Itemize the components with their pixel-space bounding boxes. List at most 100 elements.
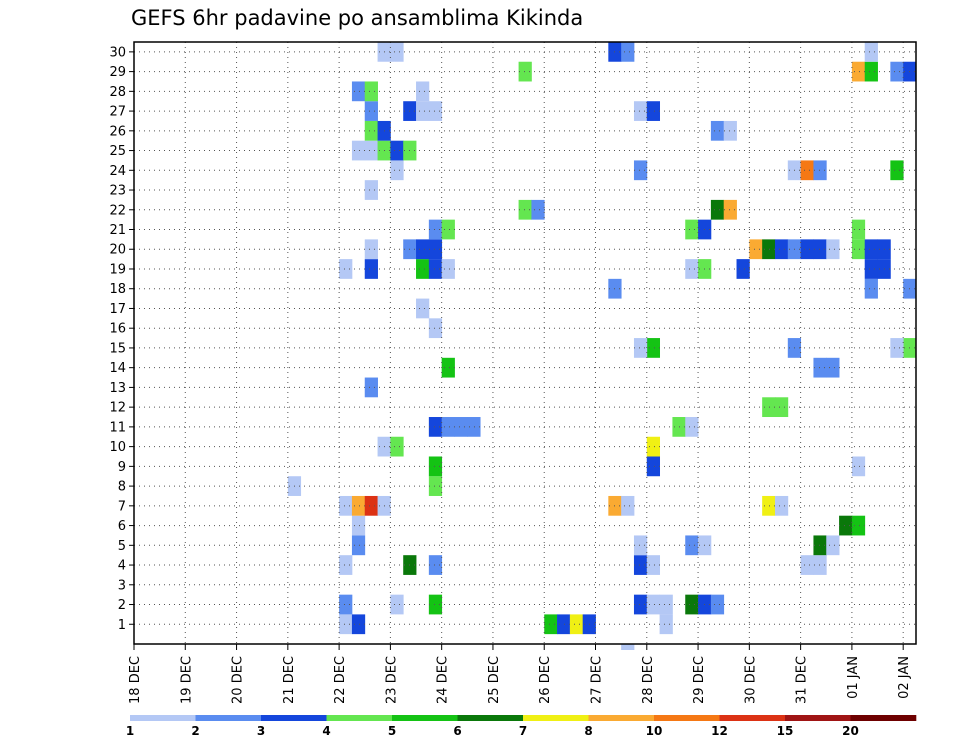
heat-cell [416,298,430,319]
colorbar-label: 6 [453,724,461,738]
heat-cell [364,140,378,161]
heat-cell [826,357,840,378]
heat-cell [646,338,661,358]
heat-cell [864,61,878,82]
colorbar-swatch [261,715,327,721]
colorbar-swatch [588,715,655,721]
heat-cell [646,101,661,121]
y-tick-label: 13 [109,381,126,396]
heat-cell [710,199,725,220]
y-tick-label: 16 [109,322,126,337]
y-tick-label: 19 [109,262,126,277]
heat-cell [826,535,840,556]
y-tick-label: 11 [109,420,126,435]
x-tick-label: 30 DEC [743,656,758,704]
heat-cell [774,239,789,260]
heat-cell [813,555,827,575]
colorbar-label: 7 [519,724,527,738]
y-tick-label: 25 [109,144,126,159]
heat-cell [710,594,725,615]
heat-cell [428,318,443,339]
heat-cell [428,219,443,240]
x-tick-label: 20 DEC [231,656,246,704]
colorbar-swatch [719,715,786,721]
y-tick-label: 6 [118,519,126,534]
heat-cell [339,614,353,635]
y-tick-label: 27 [109,105,126,120]
heat-cell [416,101,430,121]
colorbar-label: 3 [257,724,265,738]
heat-cell [364,239,378,260]
heat-cell [685,259,699,279]
heat-cell [428,239,443,260]
heat-cell [557,614,571,635]
x-tick-label: 27 DEC [590,656,605,704]
heat-cell [351,515,366,536]
heat-cell [390,160,404,181]
heat-cell [710,120,725,141]
heat-cell [851,515,866,536]
colorbar-label: 12 [711,724,728,738]
heat-cell [633,101,648,121]
heat-cell [864,278,878,299]
heat-cell [621,42,635,62]
colorbar-label: 4 [322,724,330,738]
heat-cell [646,594,661,615]
heat-cell [813,357,827,378]
y-tick-label: 8 [118,480,126,495]
colorbar-swatch [850,715,917,721]
heat-cell [864,239,878,260]
plot-frame [133,41,917,645]
heat-cell [621,644,635,650]
heat-cell [723,120,737,141]
heat-cell [659,614,673,635]
heat-cell [800,160,814,181]
colorbar-label: 10 [646,724,663,738]
colorbar-swatch [654,715,720,721]
heat-cell [851,456,866,477]
y-tick-label: 21 [109,223,126,238]
heat-cell [428,555,443,575]
y-tick-label: 26 [109,124,126,139]
grid-layer [134,42,916,644]
heat-cell [364,180,378,200]
heat-cell [428,259,443,279]
heat-cell [762,495,776,516]
heat-cell [339,555,353,575]
heat-cell [646,436,661,457]
heat-cell [390,140,404,161]
y-tick-label: 10 [109,440,126,455]
heat-cell [339,594,353,615]
y-tick-label: 1 [118,618,126,633]
y-tick-label: 18 [109,282,126,297]
y-tick-label: 24 [109,164,126,179]
heat-cell [416,259,430,279]
heat-cell [633,338,648,358]
heat-cell [685,535,699,556]
y-tick-label: 5 [118,539,126,554]
heat-cell [531,199,545,220]
x-tick-label: 22 DEC [333,656,348,704]
heat-cell [428,456,443,477]
x-tick-label: 28 DEC [641,656,656,704]
x-tick-label: 23 DEC [384,656,399,704]
heat-cell [774,495,789,516]
x-tick-label: 21 DEC [282,656,297,704]
heat-cell [364,495,378,516]
heat-cell [351,140,366,161]
heat-cell [518,61,532,82]
heat-cell [544,614,558,635]
heat-cell [685,219,699,240]
heat-cell [428,476,443,496]
heat-cell [339,495,353,516]
heat-cell [633,555,648,575]
colorbar-label: 1 [126,724,134,738]
heat-cell [364,259,378,279]
heat-cell [685,417,699,437]
heat-cell [851,219,866,240]
heat-cell [364,377,378,398]
heat-cell [800,555,814,575]
y-tick-label: 23 [109,184,126,199]
heat-cell [813,535,827,556]
heat-cell [621,495,635,516]
